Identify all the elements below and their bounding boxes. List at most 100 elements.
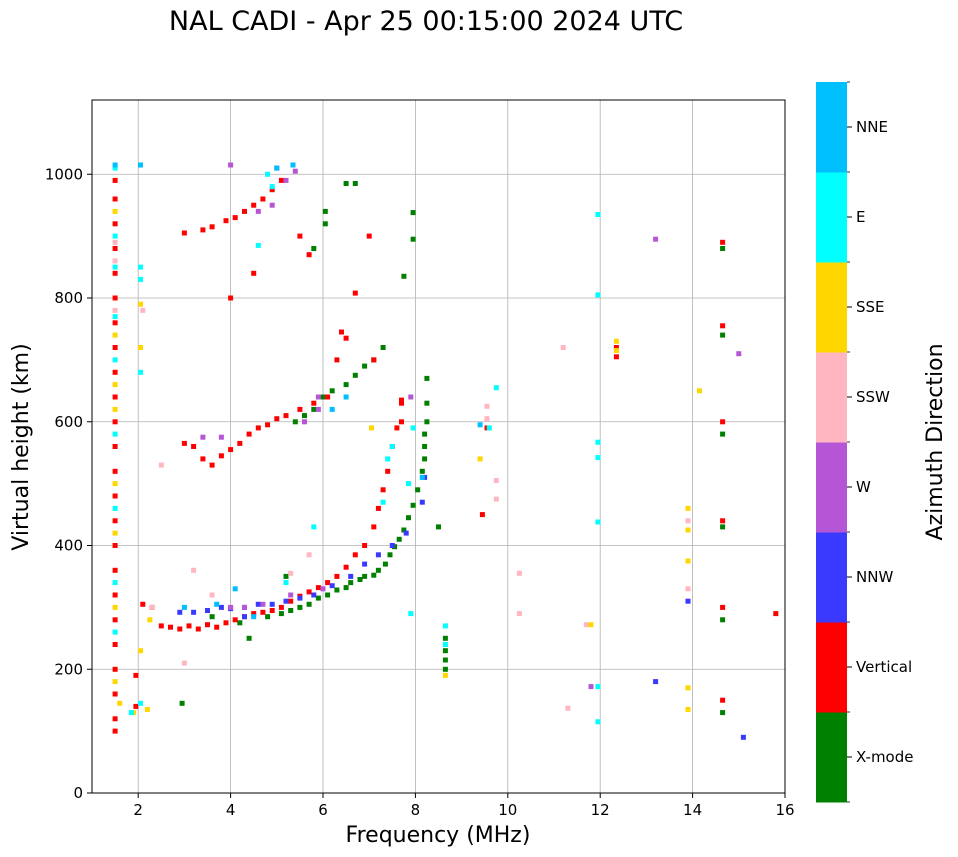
echo-point	[112, 728, 118, 734]
echo-point	[685, 598, 691, 604]
echo-point	[315, 406, 321, 412]
echo-point	[297, 595, 303, 601]
colorbar-tick-label: Vertical	[856, 658, 912, 676]
echo-point	[218, 604, 224, 610]
echo-point	[720, 332, 726, 338]
echo-point	[410, 236, 416, 242]
echo-point	[112, 357, 118, 363]
echo-point	[343, 394, 349, 400]
echo-point	[278, 177, 284, 183]
echo-point	[697, 388, 702, 394]
echo-point	[375, 552, 381, 558]
echo-point	[382, 561, 388, 567]
echo-point	[595, 719, 601, 725]
echo-point	[740, 734, 746, 740]
echo-point	[613, 348, 619, 354]
y-tick-label: 400	[54, 537, 83, 555]
echo-point	[112, 332, 118, 338]
echo-point	[424, 400, 430, 406]
echo-point	[306, 552, 312, 558]
echo-point	[396, 536, 402, 542]
echo-point	[140, 307, 146, 313]
echo-point	[112, 221, 118, 227]
echo-point	[112, 604, 118, 610]
series-e	[112, 165, 601, 725]
echo-point	[288, 592, 294, 598]
x-tick-label: 8	[411, 801, 421, 819]
echo-point	[255, 208, 261, 214]
colorbar-label: Azimuth Direction	[923, 343, 948, 540]
echo-point	[112, 468, 118, 474]
echo-point	[112, 716, 118, 722]
echo-point	[290, 162, 296, 168]
echo-point	[406, 481, 411, 487]
echo-point	[484, 416, 490, 422]
echo-point	[112, 518, 118, 524]
echo-point	[140, 601, 146, 607]
echo-point	[415, 487, 421, 493]
echo-point	[292, 168, 298, 174]
echo-point	[278, 611, 284, 617]
echo-point	[685, 518, 691, 524]
echo-point	[493, 385, 499, 391]
chart-title: NAL CADI - Apr 25 00:15:00 2024 UTC	[168, 6, 684, 37]
echo-point	[292, 419, 298, 425]
echo-point	[255, 425, 261, 431]
echo-point	[419, 474, 425, 480]
echo-point	[209, 614, 215, 620]
echo-point	[329, 406, 335, 412]
y-tick-label: 0	[73, 784, 83, 802]
echo-point	[288, 570, 294, 576]
echo-point	[128, 710, 134, 716]
echo-point	[112, 394, 118, 400]
echo-point	[112, 530, 118, 536]
echo-point	[200, 227, 206, 233]
echo-point	[369, 425, 374, 431]
echo-point	[720, 239, 726, 245]
echo-point	[399, 400, 404, 406]
echo-point	[181, 604, 187, 610]
echo-point	[112, 592, 118, 598]
echo-point	[583, 622, 589, 628]
colorbar-segment	[816, 352, 847, 443]
echo-point	[283, 413, 289, 419]
echo-point	[246, 635, 252, 641]
echo-point	[112, 369, 118, 375]
echo-point	[274, 416, 280, 422]
echo-point	[408, 394, 414, 400]
colorbar-segment	[816, 622, 847, 713]
colorbar-tick-label: W	[856, 478, 871, 496]
echo-point	[112, 196, 118, 202]
echo-point	[595, 519, 601, 525]
y-tick-label: 600	[54, 413, 83, 431]
echo-point	[237, 620, 243, 626]
echo-point	[406, 515, 411, 521]
echo-point	[205, 608, 210, 613]
echo-point	[251, 270, 257, 276]
echo-point	[685, 586, 691, 592]
echo-point	[685, 527, 691, 533]
series-vertical	[112, 177, 779, 734]
echo-point	[260, 609, 266, 615]
echo-point	[228, 447, 234, 453]
echo-point	[380, 487, 386, 493]
echo-point	[112, 382, 118, 388]
plot-background	[92, 100, 785, 793]
echo-point	[112, 580, 118, 586]
echo-point	[720, 246, 726, 251]
echo-point	[410, 425, 416, 431]
y-axis-ticks: 0 200 400 600 800 1000	[45, 165, 92, 802]
echo-point	[214, 601, 220, 607]
echo-point	[209, 592, 215, 598]
echo-point	[255, 242, 261, 248]
echo-point	[265, 171, 271, 177]
echo-point	[283, 598, 289, 604]
x-tick-label: 16	[775, 801, 794, 819]
echo-point	[329, 388, 335, 394]
echo-point	[251, 611, 257, 617]
echo-point	[424, 375, 430, 381]
echo-point	[410, 502, 416, 508]
echo-point	[401, 527, 407, 533]
x-tick-label: 12	[591, 801, 610, 819]
